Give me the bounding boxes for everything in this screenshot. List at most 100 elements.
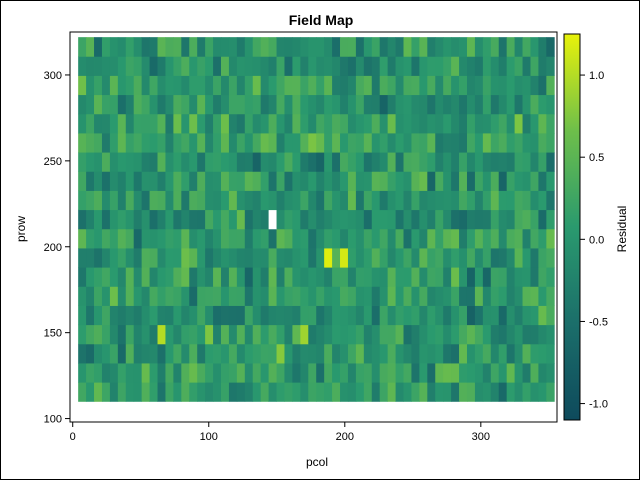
heatmap-cell — [228, 133, 238, 153]
heatmap-cell — [411, 133, 420, 153]
heatmap-cell — [213, 324, 222, 345]
heatmap-cell — [173, 37, 182, 57]
heatmap-cell — [474, 267, 484, 287]
heatmap-cell — [514, 152, 523, 172]
heatmap-cell — [411, 94, 420, 115]
heatmap-cell — [498, 171, 508, 191]
heatmap-cell — [332, 209, 341, 230]
heatmap-cell — [324, 94, 333, 115]
heatmap-cell — [403, 209, 412, 230]
heatmap-cell — [340, 94, 349, 115]
heatmap-cell — [546, 113, 555, 134]
heatmap-cell — [244, 113, 254, 134]
heatmap-cell — [308, 324, 317, 345]
heatmap-cell — [427, 382, 436, 402]
heatmap-cell — [435, 152, 444, 172]
heatmap-cell — [109, 56, 119, 76]
heatmap-cell — [133, 152, 143, 172]
heatmap-cell — [466, 267, 476, 287]
heatmap-cell — [268, 305, 277, 326]
heatmap-cell — [94, 343, 103, 364]
heatmap-cell — [340, 190, 349, 211]
heatmap-cell — [276, 228, 285, 249]
heatmap-cell — [236, 56, 246, 76]
heatmap-cell — [141, 363, 150, 383]
heatmap-cell — [474, 37, 484, 57]
heatmap-cell — [387, 305, 396, 326]
heatmap-cell — [466, 171, 476, 191]
heatmap-cell — [244, 286, 254, 306]
heatmap-cell — [260, 37, 270, 57]
heatmap-cell — [220, 113, 230, 134]
heatmap-cell — [157, 305, 166, 326]
heatmap-cell — [459, 286, 468, 306]
heatmap-cell — [252, 75, 262, 96]
heatmap-cell — [78, 363, 87, 383]
heatmap-cell — [324, 56, 333, 76]
heatmap-cell — [451, 343, 460, 364]
heatmap-cell — [324, 267, 333, 287]
heatmap-cell — [466, 363, 476, 383]
heatmap-cell — [419, 171, 428, 191]
heatmap-cell — [340, 305, 349, 326]
x-axis: 0 100 200 300 — [70, 422, 490, 443]
heatmap-cell — [284, 248, 293, 268]
heatmap-cell — [157, 363, 166, 383]
heatmap-cell — [363, 94, 373, 115]
heatmap-cell — [94, 324, 103, 345]
heatmap-cell — [260, 248, 270, 268]
heatmap-cell — [117, 190, 127, 211]
heatmap-cell — [411, 363, 420, 383]
heatmap-cell — [268, 94, 277, 115]
heatmap-cell — [109, 171, 119, 191]
heatmap-cell — [355, 75, 365, 96]
heatmap-cell — [347, 152, 357, 172]
heatmap-cell — [466, 286, 476, 306]
heatmap-cell — [205, 228, 214, 249]
heatmap-cell — [205, 75, 214, 96]
heatmap-cell — [546, 171, 555, 191]
heatmap-cell — [141, 305, 150, 326]
heatmap-cell — [395, 133, 404, 153]
heatmap-cell — [332, 324, 341, 345]
heatmap-cell — [355, 343, 365, 364]
heatmap-cell — [252, 133, 262, 153]
heatmap-cell — [332, 363, 341, 383]
heatmap-cell — [443, 94, 452, 115]
heatmap-cell — [300, 94, 309, 115]
heatmap-cell — [355, 152, 365, 172]
heatmap-cell — [181, 209, 190, 230]
heatmap-cell — [514, 305, 523, 326]
heatmap-cell — [189, 75, 198, 96]
heatmap-cell — [268, 113, 277, 134]
heatmap-cell — [482, 94, 492, 115]
heatmap-cell — [205, 343, 214, 364]
heatmap-cell — [530, 343, 539, 364]
heatmap-cell — [466, 228, 476, 249]
heatmap-cell — [292, 209, 301, 230]
heatmap-cell — [498, 343, 508, 364]
heatmap-cell — [506, 343, 516, 364]
heatmap-cell — [332, 305, 341, 326]
heatmap-cell — [197, 190, 206, 211]
heatmap-cell — [149, 382, 158, 402]
heatmap-cell — [474, 209, 484, 230]
heatmap-cell — [506, 305, 516, 326]
heatmap-cell — [94, 75, 103, 96]
heatmap-cell — [292, 37, 301, 57]
heatmap-cell — [149, 324, 158, 345]
heatmap-cell — [530, 228, 539, 249]
heatmap-cell — [435, 75, 444, 96]
heatmap-cell — [395, 37, 404, 57]
heatmap-cell — [459, 209, 468, 230]
heatmap-cell — [538, 305, 547, 326]
heatmap-cell — [94, 209, 103, 230]
heatmap-cell — [228, 248, 238, 268]
heatmap-cell — [284, 171, 293, 191]
heatmap-cell — [292, 171, 301, 191]
heatmap-cell — [498, 267, 508, 287]
heatmap-cell — [459, 190, 468, 211]
heatmap-cell — [101, 209, 111, 230]
heatmap-cell — [157, 37, 166, 57]
heatmap-cell — [300, 37, 309, 57]
